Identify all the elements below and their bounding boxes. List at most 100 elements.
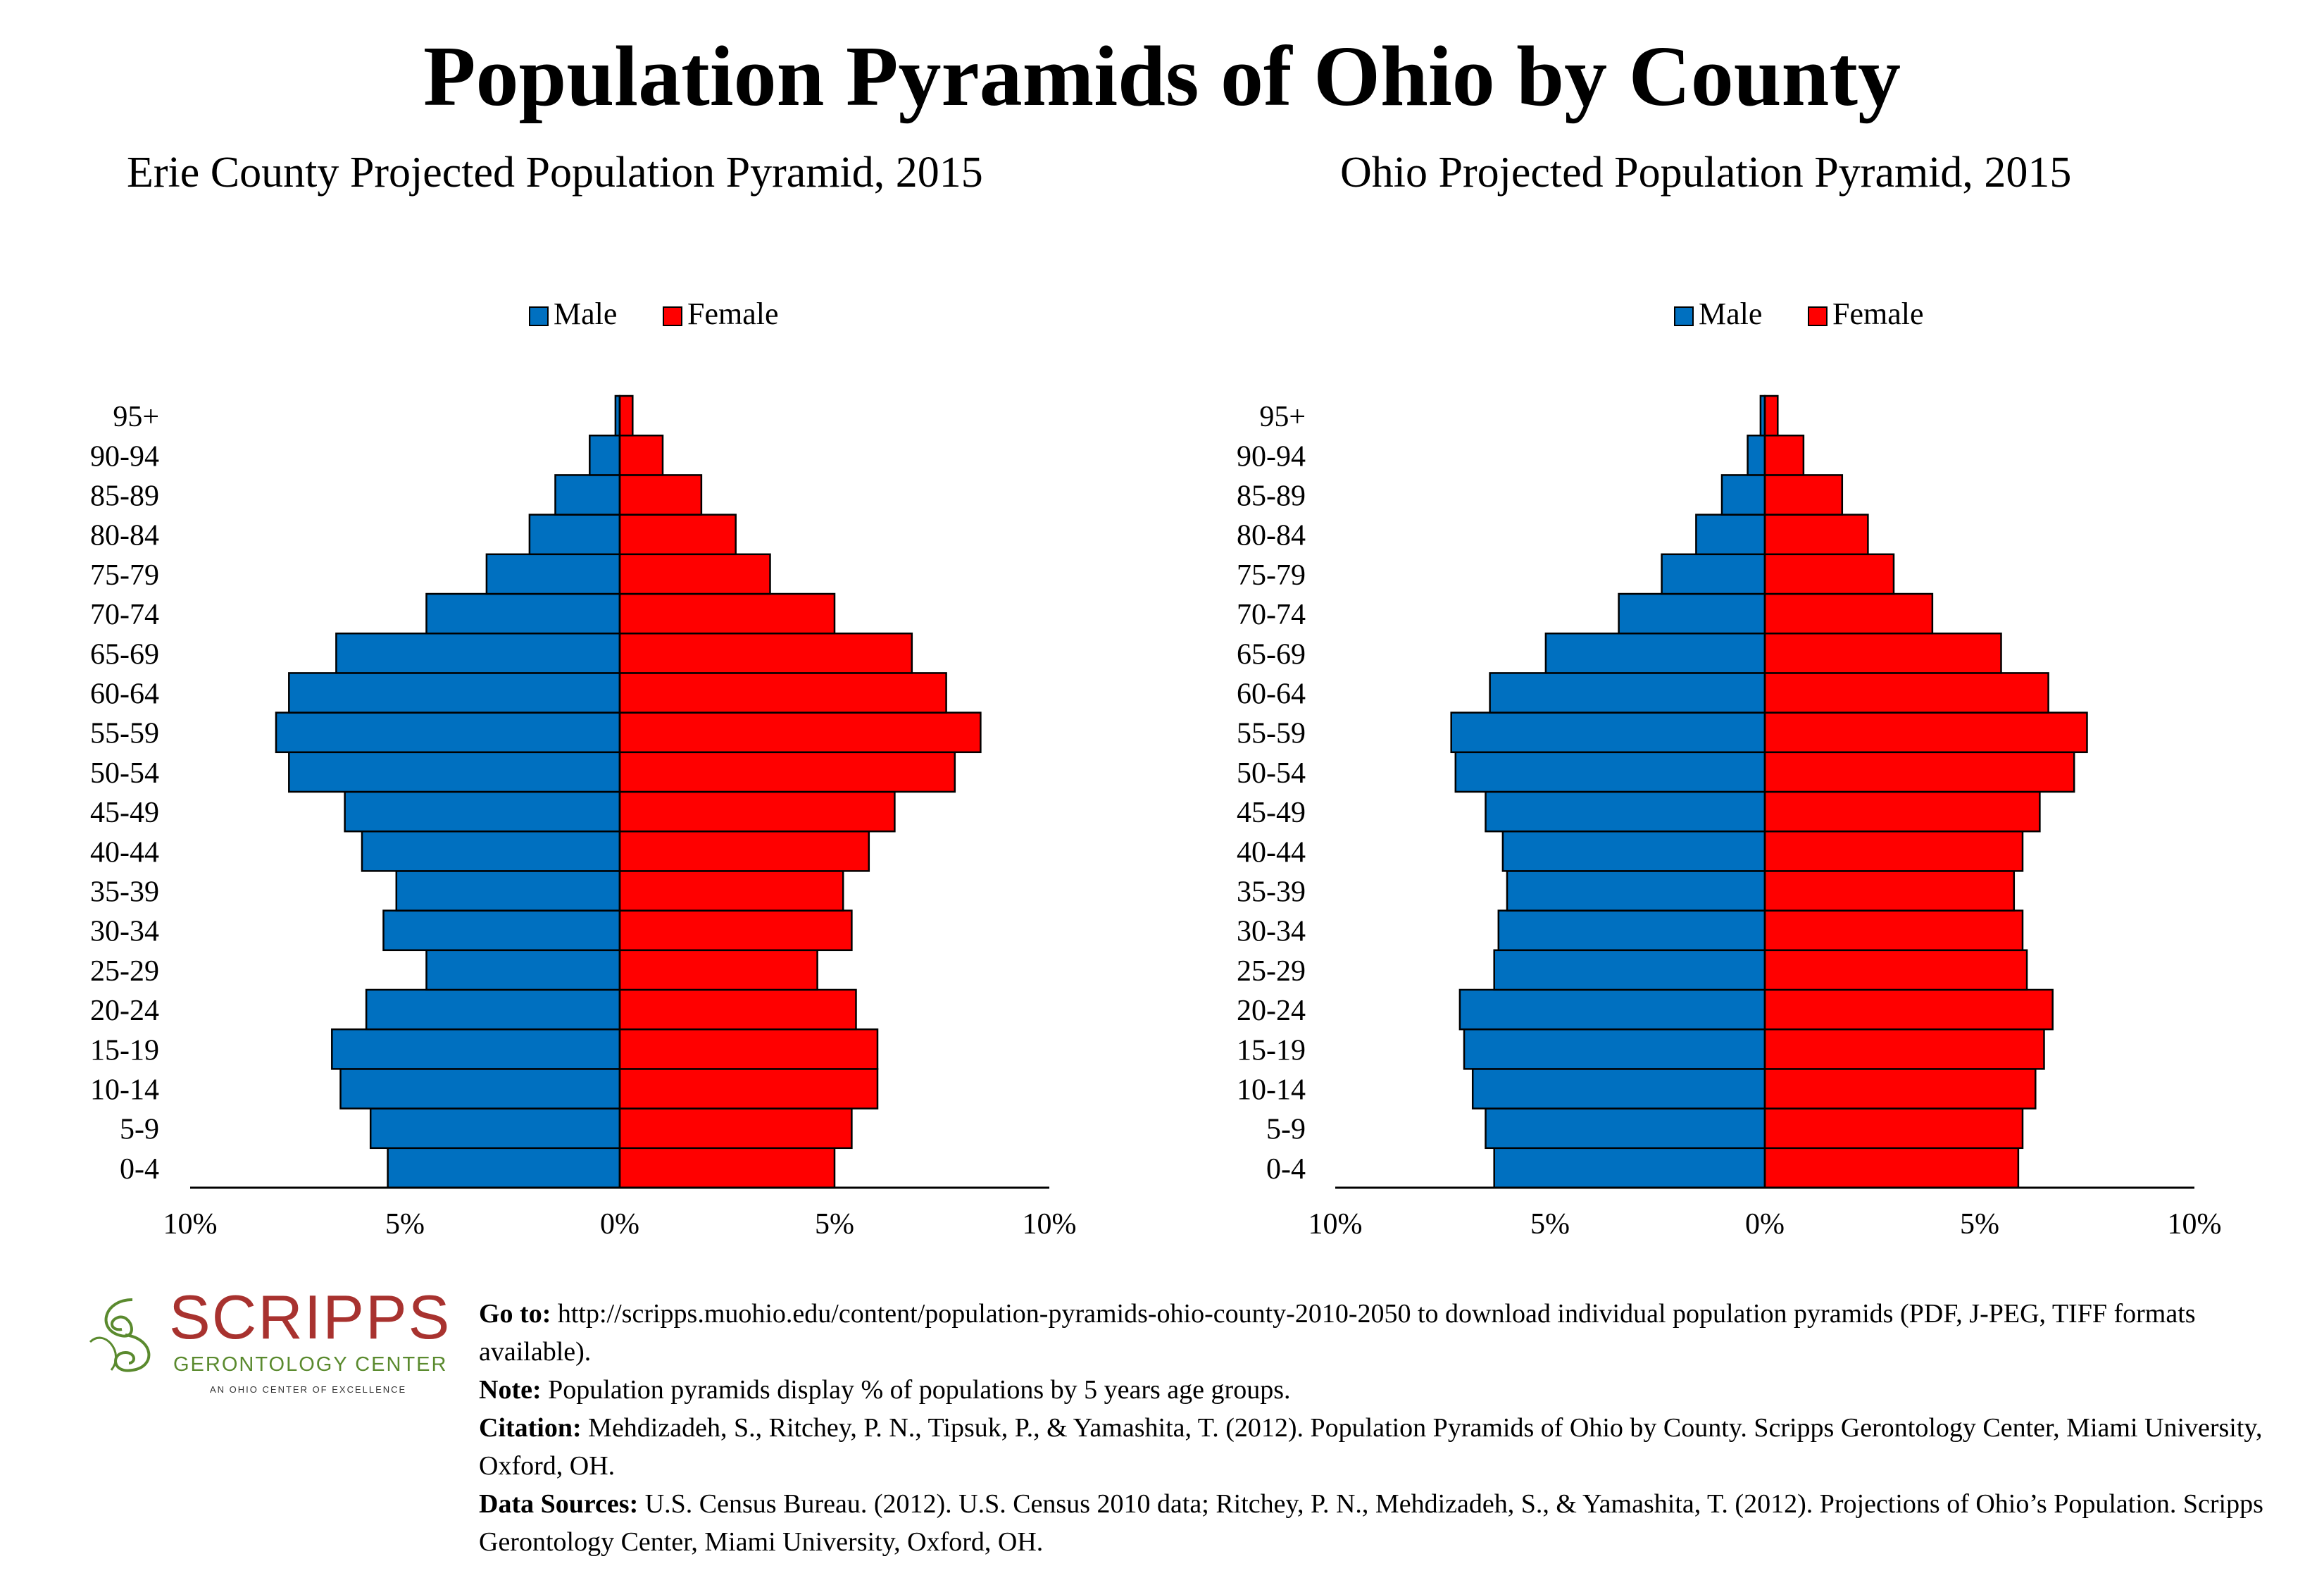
erie-age-label-55-59: 55-59	[90, 718, 159, 750]
logo-wordmark: SCRIPPS	[169, 1282, 451, 1352]
erie-female-bar-30-34	[618, 909, 853, 952]
erie-chart-title: Erie County Projected Population Pyramid…	[127, 149, 983, 197]
erie-age-label-15-19: 15-19	[90, 1034, 159, 1067]
ohio-female-bar-85-89	[1763, 474, 1844, 516]
ohio-x-tick-0: 10%	[1308, 1208, 1363, 1241]
ohio-age-label-10-14: 10-14	[1237, 1074, 1306, 1107]
ohio-male-bar-70-74	[1618, 592, 1766, 635]
erie-age-label-5-9: 5-9	[120, 1114, 159, 1146]
erie-male-bar-55-59	[275, 711, 621, 754]
ohio-male-bar-10-14	[1471, 1068, 1766, 1110]
ohio-male-bar-40-44	[1501, 830, 1766, 872]
ohio-female-bar-35-39	[1763, 870, 2016, 912]
erie-x-tick-1: 5%	[385, 1208, 425, 1241]
ohio-female-bar-90-94	[1763, 434, 1805, 476]
erie-female-bar-60-64	[618, 672, 947, 714]
ohio-female-bar-5-9	[1763, 1107, 2024, 1150]
ohio-male-bar-85-89	[1720, 474, 1766, 516]
ohio-legend-female-swatch	[1808, 306, 1828, 326]
erie-female-bar-90-94	[618, 434, 664, 476]
ohio-male-bar-45-49	[1485, 790, 1766, 833]
erie-age-label-0-4: 0-4	[120, 1153, 159, 1186]
ohio-male-bar-90-94	[1747, 434, 1766, 476]
sources-line: Data Sources: U.S. Census Bureau. (2012)…	[479, 1485, 2310, 1561]
erie-male-bar-65-69	[335, 632, 621, 674]
ohio-male-bar-50-54	[1454, 751, 1766, 793]
ohio-age-label-0-4: 0-4	[1266, 1153, 1306, 1186]
goto-line: Go to: http://scripps.muohio.edu/content…	[479, 1295, 2310, 1371]
erie-male-bar-15-19	[331, 1028, 621, 1070]
logo-subtitle: GERONTOLOGY CENTER	[173, 1353, 448, 1376]
erie-female-bar-40-44	[618, 830, 870, 872]
ohio-male-bar-20-24	[1458, 988, 1766, 1031]
ohio-female-bar-65-69	[1763, 632, 2002, 674]
erie-x-tick-3: 5%	[815, 1208, 854, 1241]
ohio-male-bar-30-34	[1497, 909, 1766, 952]
ohio-age-label-90-94: 90-94	[1237, 440, 1306, 473]
ohio-age-label-5-9: 5-9	[1266, 1114, 1306, 1146]
erie-female-bar-5-9	[618, 1107, 853, 1150]
ohio-male-bar-15-19	[1463, 1028, 1766, 1070]
ohio-age-label-80-84: 80-84	[1237, 520, 1306, 552]
erie-x-tick-4: 10%	[1023, 1208, 1077, 1241]
ohio-female-bar-25-29	[1763, 949, 2028, 991]
ohio-x-tick-4: 10%	[2168, 1208, 2222, 1241]
ohio-age-label-50-54: 50-54	[1237, 757, 1306, 790]
page-title: Population Pyramids of Ohio by County	[423, 29, 1901, 124]
ohio-age-label-85-89: 85-89	[1237, 480, 1306, 513]
ohio-female-bar-30-34	[1763, 909, 2024, 952]
ohio-male-bar-55-59	[1450, 711, 1766, 754]
erie-male-bar-30-34	[382, 909, 621, 952]
ohio-age-label-20-24: 20-24	[1237, 995, 1306, 1027]
ohio-age-label-70-74: 70-74	[1237, 599, 1306, 631]
erie-age-label-35-39: 35-39	[90, 876, 159, 909]
ohio-legend-female-label: Female	[1832, 297, 1924, 331]
citation-label: Citation:	[479, 1413, 582, 1443]
erie-age-label-80-84: 80-84	[90, 520, 159, 552]
erie-age-label-25-29: 25-29	[90, 955, 159, 988]
ohio-age-label-45-49: 45-49	[1237, 797, 1306, 829]
ohio-female-bar-70-74	[1763, 592, 1934, 635]
ohio-x-tick-3: 5%	[1960, 1208, 1999, 1241]
erie-legend-female-label: Female	[687, 297, 779, 331]
erie-age-label-70-74: 70-74	[90, 599, 159, 631]
ohio-x-tick-2: 0%	[1745, 1208, 1785, 1241]
ohio-age-label-40-44: 40-44	[1237, 836, 1306, 869]
erie-age-label-50-54: 50-54	[90, 757, 159, 790]
erie-female-bar-55-59	[618, 711, 982, 754]
erie-legend-male-swatch	[529, 306, 549, 326]
ohio-male-bar-5-9	[1485, 1107, 1766, 1150]
ohio-age-label-60-64: 60-64	[1237, 678, 1306, 711]
ohio-female-bar-60-64	[1763, 672, 2049, 714]
erie-female-bar-75-79	[618, 553, 771, 595]
erie-age-label-85-89: 85-89	[90, 480, 159, 513]
footer-notes: Go to: http://scripps.muohio.edu/content…	[479, 1295, 2310, 1561]
erie-x-tick-0: 10%	[163, 1208, 218, 1241]
erie-male-bar-60-64	[288, 672, 621, 714]
note-line: Note: Population pyramids display % of p…	[479, 1371, 2310, 1409]
ohio-chart-title: Ohio Projected Population Pyramid, 2015	[1340, 149, 2072, 197]
ohio-male-bar-25-29	[1493, 949, 1766, 991]
ohio-age-label-25-29: 25-29	[1237, 955, 1306, 988]
ohio-age-label-75-79: 75-79	[1237, 559, 1306, 592]
erie-male-bar-85-89	[554, 474, 621, 516]
citation-text: Mehdizadeh, S., Ritchey, P. N., Tipsuk, …	[479, 1413, 2263, 1481]
erie-age-label-20-24: 20-24	[90, 995, 159, 1027]
ohio-female-bar-50-54	[1763, 751, 2075, 793]
ohio-age-label-65-69: 65-69	[1237, 638, 1306, 671]
erie-age-label-75-79: 75-79	[90, 559, 159, 592]
sources-text: U.S. Census Bureau. (2012). U.S. Census …	[479, 1489, 2263, 1557]
ohio-male-bar-60-64	[1489, 672, 1766, 714]
note-label: Note:	[479, 1375, 542, 1405]
erie-female-bar-0-4	[618, 1147, 836, 1189]
ohio-female-bar-10-14	[1763, 1068, 2037, 1110]
erie-age-label-45-49: 45-49	[90, 797, 159, 829]
ohio-female-bar-40-44	[1763, 830, 2024, 872]
ohio-male-bar-75-79	[1661, 553, 1766, 595]
ohio-male-bar-35-39	[1506, 870, 1766, 912]
ohio-female-bar-20-24	[1763, 988, 2054, 1031]
erie-male-bar-50-54	[288, 751, 621, 793]
erie-female-bar-15-19	[618, 1028, 879, 1070]
ohio-male-bar-80-84	[1695, 514, 1766, 556]
